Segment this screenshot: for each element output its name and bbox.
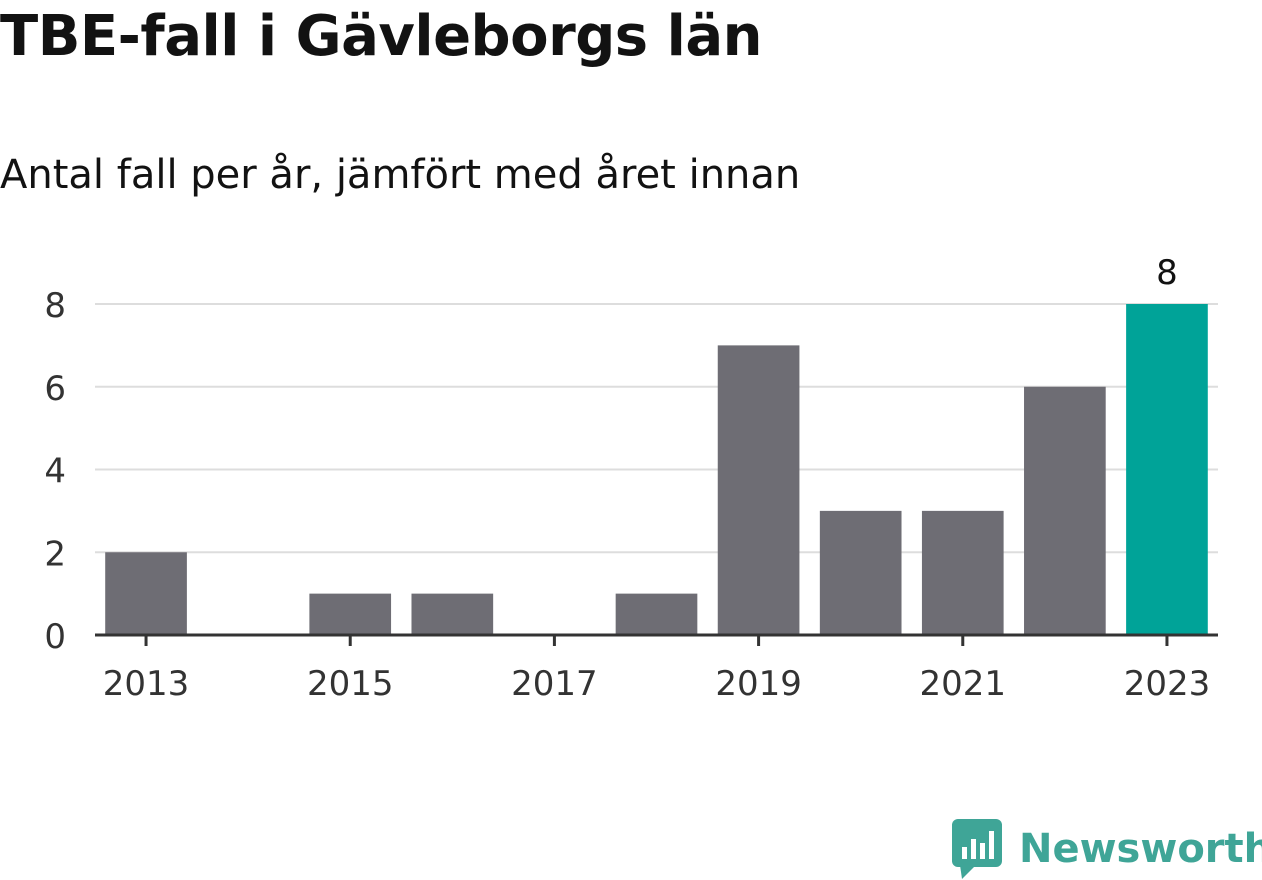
brand-name: Newsworthy: [1019, 826, 1262, 872]
y-tick-label: 0: [44, 617, 66, 657]
chart-title: TBE-fall i Gävleborgs län: [0, 4, 762, 69]
bar: [1024, 386, 1106, 635]
y-tick-label: 2: [44, 534, 66, 574]
y-tick-label: 8: [44, 286, 66, 326]
bar: [105, 552, 187, 635]
x-tick-label: 2013: [103, 664, 190, 704]
x-tick-label: 2021: [920, 664, 1007, 704]
data-label: 8: [1156, 253, 1178, 293]
bar: [309, 593, 392, 635]
y-tick-label: 6: [44, 369, 66, 409]
x-tick-label: 2023: [1124, 664, 1211, 704]
chart-subtitle: Antal fall per år, jämfört med året inna…: [0, 152, 801, 198]
x-tick-label: 2019: [715, 664, 802, 704]
x-tick-label: 2017: [511, 664, 598, 704]
y-tick-label: 4: [44, 452, 66, 492]
newsworthy-logo-icon: [952, 819, 1002, 879]
bar: [921, 510, 1004, 635]
bar: [819, 510, 902, 635]
newsworthy-brand: Newsworthy: [952, 818, 1262, 880]
x-tick-label: 2015: [307, 664, 394, 704]
bar: [717, 345, 800, 635]
bar: [615, 593, 698, 635]
bar: [411, 593, 494, 635]
bar: [1126, 304, 1208, 635]
